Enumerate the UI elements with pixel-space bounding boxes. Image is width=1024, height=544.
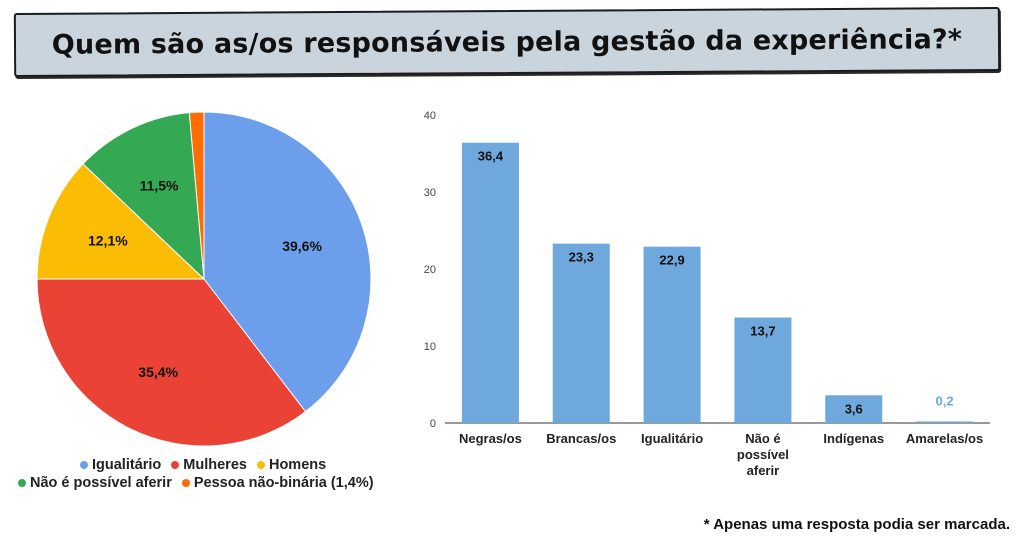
pie-slice	[203, 111, 372, 413]
pie-slice	[188, 111, 205, 280]
legend-label: Mulheres	[183, 457, 247, 473]
y-tick-label: 20	[424, 264, 436, 276]
x-category-label: Amarelas/os	[906, 431, 983, 446]
pie-slice	[36, 278, 307, 447]
pie-legend-row-1: Igualitário Mulheres Homens	[80, 457, 326, 473]
bar-value-label: 13,7	[750, 324, 775, 339]
chart-title: Quem são as/os responsáveis pela gestão …	[51, 23, 963, 61]
bar-value-label: 3,6	[845, 401, 863, 416]
legend-dot-icon	[80, 461, 88, 469]
bar-value-label: 36,4	[478, 149, 504, 164]
bar	[734, 317, 792, 423]
x-category-label: Não é possível aferir	[737, 431, 789, 478]
x-category-label: Negras/os	[459, 431, 522, 446]
y-tick-label: 40	[424, 110, 436, 122]
legend-item-mulheres: Mulheres	[171, 457, 247, 473]
legend-item-nao-binaria: Pessoa não-binária (1,4%)	[181, 475, 374, 491]
y-tick-label: 10	[424, 341, 436, 353]
legend-item-nao-aferir: Não é possível aferir	[18, 475, 172, 491]
legend-label: Pessoa não-binária (1,4%)	[193, 475, 374, 491]
pie-slice-label: 39,6%	[282, 238, 322, 254]
pie-slice	[36, 163, 206, 280]
legend-dot-icon	[181, 479, 190, 487]
x-category-label: Brancas/os	[546, 431, 616, 446]
bar-value-label: 0,2	[936, 393, 954, 408]
x-category-label: Igualitário	[641, 431, 703, 446]
legend-dot-icon	[171, 461, 180, 469]
legend-label: Homens	[268, 457, 327, 473]
legend-item-igualitario: Igualitário	[80, 457, 161, 473]
bar	[461, 142, 519, 423]
legend-label: Igualitário	[92, 457, 162, 473]
legend-dot-icon	[18, 479, 26, 487]
y-tick-label: 0	[430, 418, 436, 430]
legend-label: Não é possível aferir	[30, 475, 172, 491]
bar-chart: 0 10 20 30 40 36,4 Negras/os 23,3 Brancas/os 22,9…	[424, 110, 990, 478]
footnote: * Apenas uma resposta podia ser marcada.	[703, 516, 1010, 533]
bar	[916, 421, 974, 423]
legend-dot-icon	[256, 461, 265, 469]
bar	[552, 243, 610, 423]
legend-item-homens: Homens	[256, 457, 327, 473]
title-banner: Quem são as/os responsáveis pela gestão …	[13, 6, 1001, 78]
pie-slice-label: 35,4%	[138, 364, 178, 380]
pie-slice-label: 12,1%	[88, 233, 128, 249]
pie-slice	[82, 112, 205, 281]
pie-slice-label: 11,5%	[140, 178, 179, 194]
pie-legend-row-2: Não é possível aferir Pessoa não-binária…	[18, 475, 374, 491]
y-tick-label: 30	[424, 187, 436, 199]
bar-value-label: 23,3	[569, 250, 594, 265]
pie-chart: 39,6% 35,4% 12,1% 11,5%	[36, 111, 372, 447]
bar-value-label: 22,9	[659, 253, 684, 268]
bar	[643, 246, 701, 423]
x-category-label: Indígenas	[823, 431, 884, 446]
bar	[825, 395, 883, 423]
